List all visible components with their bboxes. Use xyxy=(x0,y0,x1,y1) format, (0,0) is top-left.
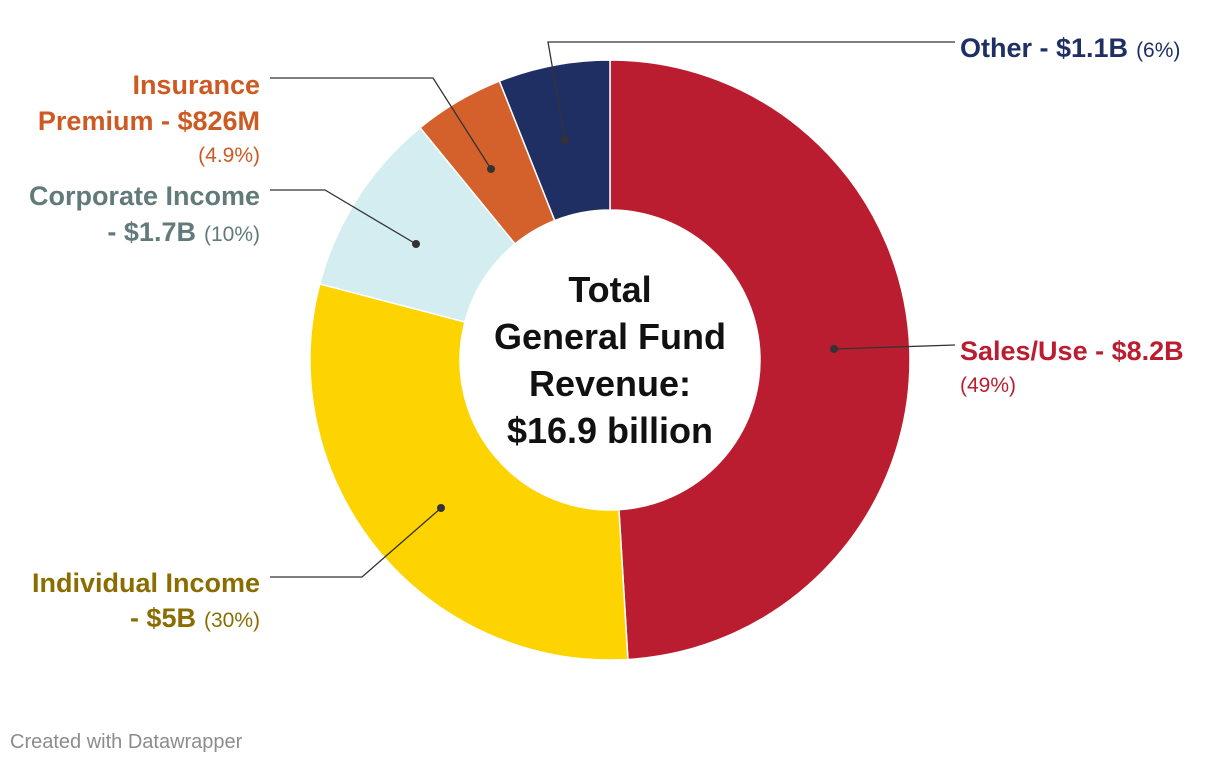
leader-dot-corporate-income xyxy=(412,240,420,248)
label-sales-use-line: Sales/Use - $8.2B xyxy=(960,336,1184,366)
label-individual-income-line: Individual Income xyxy=(32,568,260,598)
label-insurance-premium: Insurance Premium - $826M (4.9%) xyxy=(38,70,260,167)
center-label-line: General Fund xyxy=(494,316,726,357)
leader-line-other xyxy=(547,41,955,141)
leader-line-sales-use xyxy=(833,344,956,350)
label-corporate-income: Corporate Income - $1.7B (10%) xyxy=(29,181,260,247)
label-corporate-income-line: - $1.7B xyxy=(107,217,196,247)
center-label-line: Revenue: xyxy=(529,363,691,404)
label-individual-income-pct: (30%) xyxy=(204,609,260,632)
center-total-label: Total General Fund Revenue: $16.9 billion xyxy=(494,269,726,451)
label-insurance-premium-line: Insurance xyxy=(132,70,260,100)
center-label-line: Total xyxy=(568,269,651,310)
label-insurance-premium-pct: (4.9%) xyxy=(198,144,260,167)
label-individual-income-line: - $5B xyxy=(130,603,196,633)
center-label-line: $16.9 billion xyxy=(507,410,713,451)
leader-lines xyxy=(270,41,956,578)
slice-individual-income xyxy=(309,283,629,661)
label-corporate-income-pct: (10%) xyxy=(204,223,260,246)
slice-other xyxy=(498,59,611,222)
datawrapper-credit: Created with Datawrapper xyxy=(10,731,243,753)
leader-dot-other xyxy=(561,136,569,144)
leader-line-individual-income xyxy=(270,507,442,578)
label-other-line: Other - $1.1B xyxy=(960,33,1128,63)
donut-slices xyxy=(309,59,911,661)
label-corporate-income-line: Corporate Income xyxy=(29,181,260,211)
label-sales-use: Sales/Use - $8.2B (49%) xyxy=(960,336,1184,397)
label-insurance-premium-line: Premium - $826M xyxy=(38,106,260,136)
leader-dot-sales-use xyxy=(830,345,838,353)
slice-sales-use xyxy=(609,59,911,661)
leader-dot-insurance-premium xyxy=(487,165,495,173)
label-other: Other - $1.1B (6%) xyxy=(960,33,1180,63)
slice-labels: Sales/Use - $8.2B (49%) Individual Income -… xyxy=(29,33,1184,633)
label-individual-income: Individual Income - $5B (30%) xyxy=(32,568,260,633)
leader-line-corporate-income xyxy=(270,189,417,245)
leader-line-insurance-premium xyxy=(270,77,492,170)
leader-dot-individual-income xyxy=(437,504,445,512)
label-sales-use-pct: (49%) xyxy=(960,374,1016,397)
label-other-pct: (6%) xyxy=(1136,39,1180,62)
